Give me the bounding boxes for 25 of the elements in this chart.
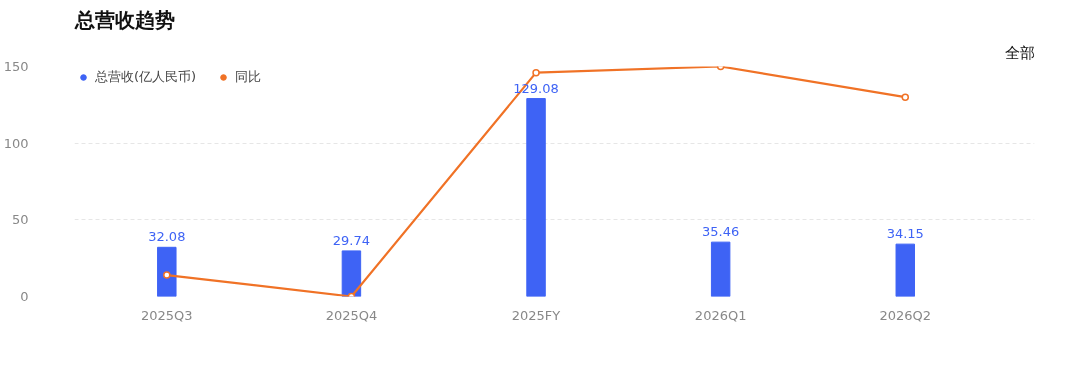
text: 全部 (1004, 43, 1035, 62)
legend-label: 总营收(亿人民币) (95, 68, 197, 86)
bar (710, 241, 731, 297)
bar (526, 98, 546, 297)
bar (157, 246, 177, 297)
bar (895, 243, 915, 297)
x-tick-label: 2025FY (511, 307, 561, 323)
data-label: 32.08 (148, 229, 186, 245)
point (163, 271, 171, 279)
data-label: 29.74 (332, 232, 371, 248)
legend-label: 同比 (235, 68, 262, 86)
chart-title: 总营收趋势 (73, 7, 175, 32)
x-tick-label: 2026Q1 (694, 307, 747, 323)
y-tick-label: 0 (20, 289, 29, 304)
x-tick-label: 2025Q3 (141, 307, 193, 323)
y-tick-label: 100 (3, 135, 29, 151)
data-label: 34.15 (886, 226, 924, 242)
point (901, 93, 910, 101)
x-tick-label: 2025Q4 (325, 307, 378, 323)
y-tick-label: 150 (3, 59, 29, 74)
x-tick-label: 2026Q2 (879, 307, 932, 323)
point (532, 68, 540, 77)
y-tick-label: 50 (11, 212, 29, 228)
bar (341, 250, 362, 297)
data-label: 35.46 (702, 224, 740, 240)
